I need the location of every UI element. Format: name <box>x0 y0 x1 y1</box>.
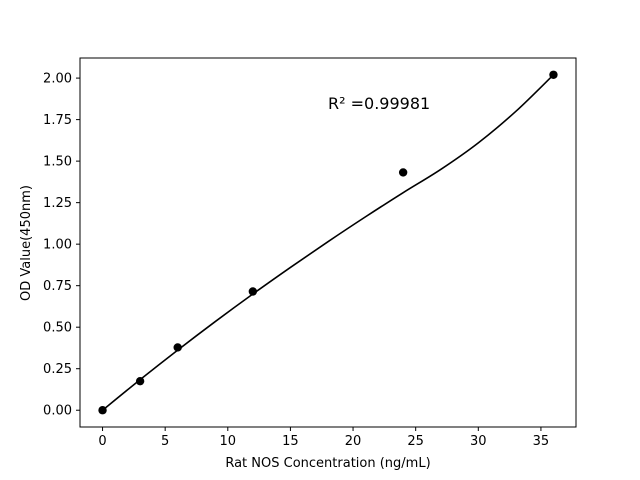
data-point <box>135 376 145 386</box>
y-tick-label: 1.25 <box>43 196 72 211</box>
x-axis-label: Rat NOS Concentration (ng/mL) <box>225 456 430 471</box>
y-axis-label: OD Value(450nm) <box>19 185 34 301</box>
data-point <box>173 343 182 352</box>
plot-frame <box>79 57 577 428</box>
x-tick-label: 20 <box>345 434 362 449</box>
y-tick-label: 2.00 <box>43 72 72 87</box>
x-tick-label: 0 <box>98 434 106 449</box>
y-tick-label: 1.50 <box>43 155 72 170</box>
data-point <box>98 406 107 415</box>
y-tick-label: 0.25 <box>43 362 72 377</box>
x-tick-label: 5 <box>161 434 169 449</box>
y-tick-label: 0.50 <box>43 321 72 336</box>
x-tick-label: 25 <box>407 434 424 449</box>
x-tick-label: 15 <box>282 434 299 449</box>
ticks: 0 5 10 15 20 25 30 35 0.00 0.25 0.50 0.75 1.00 1.25 1.… <box>43 72 549 449</box>
x-tick-label: 35 <box>533 434 550 449</box>
r-squared-annotation: R² =0.99981 <box>328 94 430 113</box>
x-tick-label: 10 <box>220 434 237 449</box>
y-tick-label: 1.75 <box>43 113 72 128</box>
data-point <box>398 168 408 177</box>
y-tick-label: 0.00 <box>43 404 72 419</box>
y-tick-label: 1.00 <box>43 238 72 253</box>
y-tick-label: 0.75 <box>43 279 72 294</box>
x-tick-label: 30 <box>470 434 487 449</box>
data-point <box>248 287 258 296</box>
data-points <box>98 70 558 415</box>
fit-line <box>102 74 555 411</box>
data-point <box>549 70 558 79</box>
